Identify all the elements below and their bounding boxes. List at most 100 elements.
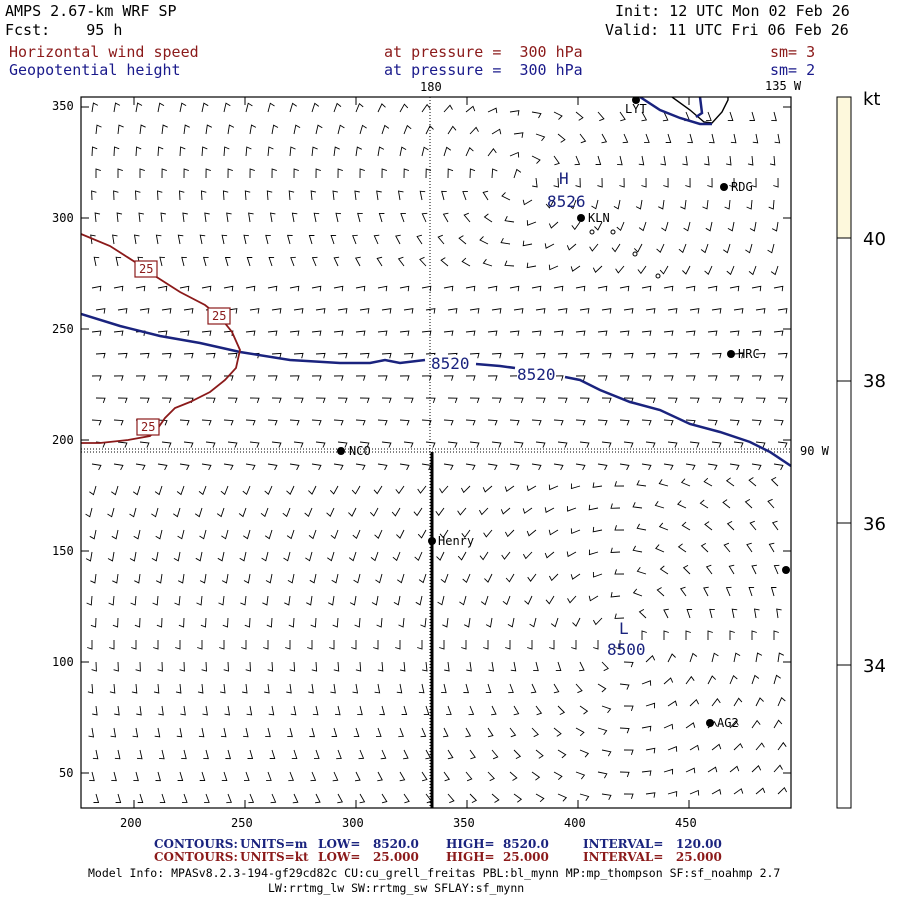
wind-barb (415, 595, 423, 606)
height-contour-top (639, 97, 712, 126)
wind-barb (752, 133, 759, 144)
wind-barb (623, 793, 634, 799)
wind-barb (768, 199, 775, 210)
wind-barb (352, 683, 359, 694)
wind-barb (336, 749, 342, 760)
wind-barb (575, 727, 585, 737)
wind-barb (249, 168, 255, 179)
wind-barb (447, 397, 458, 404)
wind-barb (667, 653, 676, 663)
wind-barb (662, 111, 669, 122)
wind-barb (425, 441, 436, 448)
wind-barb (491, 352, 502, 359)
wind-barb (678, 243, 687, 254)
wind-barb (287, 727, 293, 738)
wind-barb (575, 111, 584, 121)
footer-low: LOW= 25.000 (318, 850, 419, 864)
wind-barb (655, 544, 665, 553)
wind-barb (243, 529, 251, 540)
wind-barb (422, 661, 428, 672)
wind-barb (260, 507, 269, 518)
wind-barb (615, 640, 621, 650)
wind-barb (159, 256, 165, 267)
wind-barb (733, 441, 744, 448)
height-contour-label: 8520 (517, 365, 556, 384)
x-tick-label: 200 (120, 816, 142, 830)
wind-barb (509, 463, 520, 471)
wind-barb (462, 573, 471, 584)
wind-barb (313, 749, 320, 760)
wind-barb (91, 285, 102, 292)
wind-barb (130, 595, 137, 606)
wind-barb (403, 441, 414, 448)
wind-barb (594, 221, 603, 231)
wind-barb (707, 766, 718, 773)
wind-barb (532, 177, 538, 188)
wind-barb (663, 768, 674, 775)
wind-barb (548, 264, 559, 271)
wind-barb (289, 285, 300, 292)
wind-barb (108, 595, 115, 606)
wind-barb (535, 352, 546, 359)
wind-barb (315, 441, 326, 448)
wind-barb (707, 630, 713, 640)
wind-barb (286, 529, 295, 540)
wind-barb (139, 441, 150, 448)
wind-barb (308, 529, 317, 540)
island-marker (610, 229, 616, 235)
wind-barb (202, 705, 208, 716)
wind-barb (266, 617, 273, 628)
wind-barb (86, 595, 93, 606)
pressure-level-2: at pressure = 300 hPa (384, 61, 583, 79)
wind-barb (90, 617, 97, 628)
wind-barb (531, 463, 542, 471)
wind-barb (244, 190, 251, 201)
wind-barb (293, 168, 299, 179)
wind-barb (509, 285, 520, 292)
wind-barb (513, 793, 523, 803)
wind-barb (686, 608, 693, 619)
colorbar-unit: kt (863, 89, 881, 110)
model-info-physics: LW:rrtmg_lw SW:rrtmg_sw SFLAY:sf_mynn (268, 881, 525, 895)
wind-barb (553, 463, 564, 471)
speed-contour-label: 25 (212, 309, 227, 323)
wind-barb (597, 683, 607, 693)
wind-barb (269, 749, 276, 760)
wind-barb (728, 564, 735, 575)
wind-barb (337, 352, 348, 359)
wind-barb (777, 741, 787, 751)
wind-barb (663, 630, 669, 640)
wind-barb (95, 397, 106, 404)
wind-barb (311, 146, 318, 157)
wind-barb (226, 212, 232, 223)
wind-barb (733, 352, 744, 359)
wind-barb (200, 617, 207, 628)
wind-barb (377, 419, 388, 426)
wind-barb (377, 463, 388, 471)
wind-barb (663, 285, 674, 292)
speed-contour-label: 25 (139, 262, 154, 276)
wind-barb (249, 397, 260, 404)
wind-barb (632, 588, 643, 597)
wind-barb (557, 441, 568, 448)
wind-barb (179, 330, 190, 336)
wind-barb (113, 146, 120, 157)
wind-barb (751, 330, 762, 336)
wind-barb (333, 146, 340, 157)
wind-barb (777, 441, 788, 448)
wind-barb (711, 652, 719, 663)
wind-barb (248, 793, 255, 804)
wind-barb (197, 640, 203, 650)
wind-barb (333, 463, 344, 471)
wind-barb (355, 330, 366, 336)
wind-barb (491, 441, 502, 448)
wind-barb (619, 375, 630, 381)
wind-barb (483, 213, 493, 223)
wind-barb (310, 617, 317, 628)
station-dot-edge (782, 566, 790, 574)
wind-barb (377, 771, 383, 782)
wind-barb (755, 352, 766, 359)
wind-barb (91, 375, 102, 381)
wind-barb (619, 727, 630, 734)
